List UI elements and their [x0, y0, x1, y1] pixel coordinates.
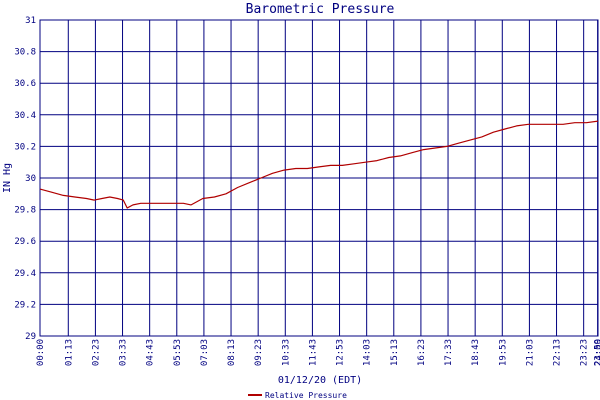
x-tick-label: 17:33 — [444, 339, 454, 366]
series-line-relative-pressure — [39, 120, 599, 209]
y-tick-label: 31 — [25, 16, 36, 26]
series-layer — [39, 120, 599, 209]
x-tick-label: 03:33 — [119, 339, 129, 366]
y-tick-label: 30.6 — [14, 79, 36, 89]
x-tick-label: 10:33 — [281, 339, 291, 366]
y-tick-labels: 29 29.2 29.4 29.6 29.8 30 30.2 30.4 30.6 30.8 31 — [14, 16, 36, 342]
y-tick-label: 30 — [25, 174, 36, 184]
chart-title: Barometric Pressure — [246, 2, 395, 17]
x-tick-label: 18:43 — [471, 339, 481, 366]
x-tick-label: 09:23 — [254, 339, 264, 366]
x-tick-label: 00:00 — [36, 339, 46, 366]
x-tick-label: 07:03 — [200, 339, 210, 366]
x-tick-label: 22:13 — [553, 339, 563, 366]
y-tick-label: 29.4 — [14, 269, 36, 279]
x-tick-label: 01:13 — [64, 339, 74, 366]
x-axis-label: 01/12/20 (EDT) — [278, 375, 362, 386]
x-tick-label: 12:53 — [336, 339, 346, 366]
x-tick-labels: 00:00 01:13 02:23 03:33 04:43 05:53 07:03 08:13… — [36, 339, 600, 366]
y-tick-label: 29.2 — [14, 300, 36, 310]
x-tick-label: 04:43 — [146, 339, 156, 366]
x-tick-label: 14:03 — [363, 339, 373, 366]
legend-label: Relative Pressure — [265, 391, 347, 400]
x-tick-label: 23:59 — [594, 339, 600, 366]
grid — [39, 19, 599, 337]
y-tick-label: 30.4 — [14, 111, 36, 121]
y-tick-label: 29.6 — [14, 237, 36, 247]
y-axis-label: IN Hg — [2, 163, 13, 193]
x-tick-label: 21:03 — [525, 339, 535, 366]
x-tick-label: 08:13 — [227, 339, 237, 366]
plot-frame — [39, 19, 599, 337]
y-tick-label: 30.8 — [14, 48, 36, 58]
x-tick-label: 16:23 — [417, 339, 427, 366]
y-tick-label: 30.2 — [14, 142, 36, 152]
x-tick-label: 23:23 — [580, 339, 590, 366]
x-tick-label: 19:53 — [498, 339, 508, 366]
x-tick-label: 24:00 — [594, 339, 600, 366]
x-tick-label: 02:23 — [91, 339, 101, 366]
x-tick-label: 11:43 — [308, 339, 318, 366]
y-tick-label: 29 — [25, 332, 36, 342]
x-tick-label: 15:13 — [390, 339, 400, 366]
legend: Relative Pressure — [248, 391, 347, 400]
x-tick-label: 05:53 — [173, 339, 183, 366]
y-tick-label: 29.8 — [14, 206, 36, 216]
